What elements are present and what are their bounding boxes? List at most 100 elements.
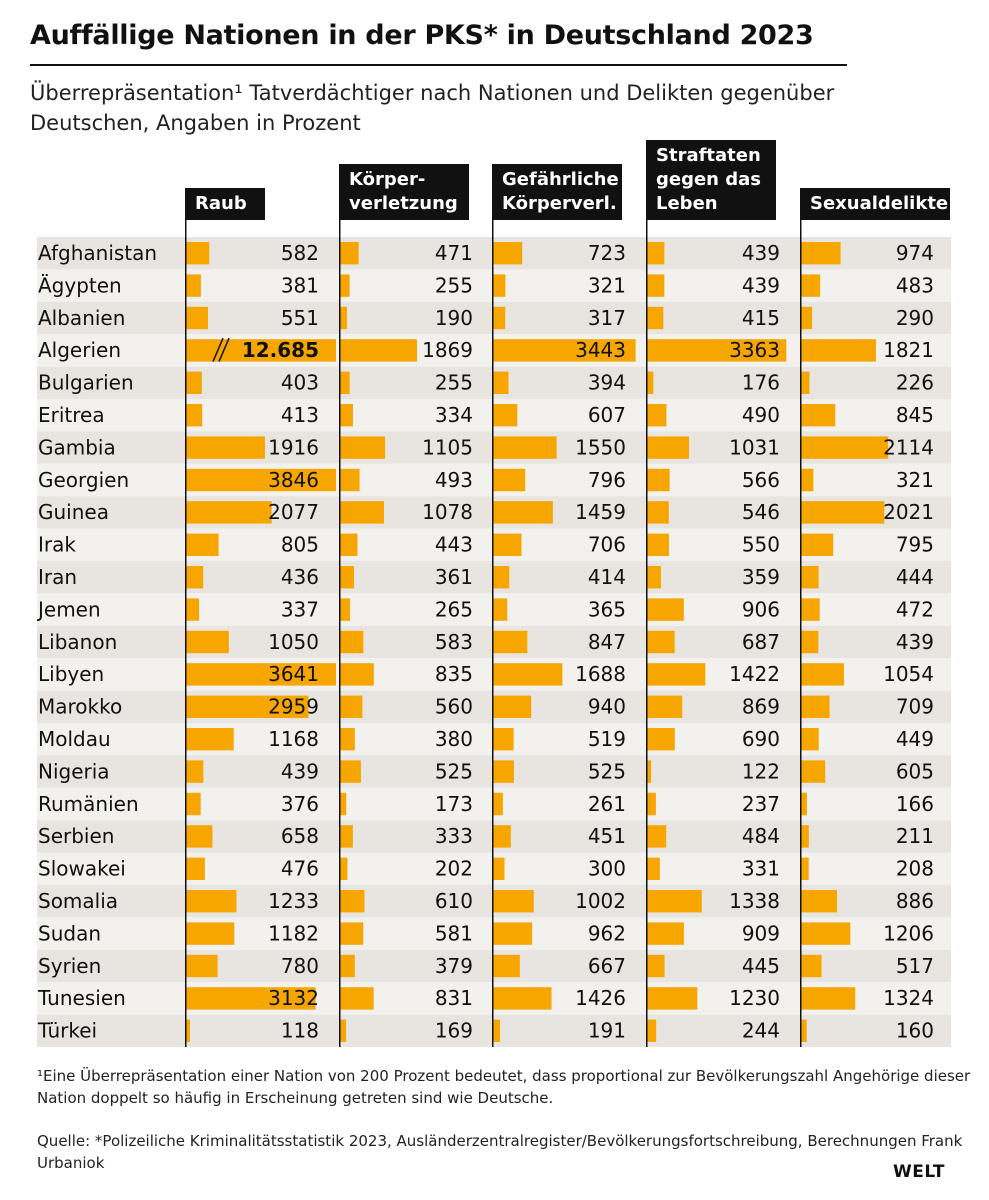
data-value-label: 940 <box>588 695 626 719</box>
country-label: Ägypten <box>38 273 122 297</box>
data-value-label: 1338 <box>729 889 780 913</box>
data-value-label: 443 <box>435 533 473 557</box>
data-bar <box>339 760 361 783</box>
data-bar <box>339 371 350 394</box>
data-value-label: 439 <box>742 273 780 297</box>
data-value-label: 476 <box>281 857 319 881</box>
data-bar <box>339 598 351 621</box>
data-bar <box>492 501 553 524</box>
data-value-label: 869 <box>742 695 780 719</box>
data-bar <box>185 954 218 978</box>
data-bar <box>800 242 841 265</box>
data-value-label: 3363 <box>729 338 780 362</box>
data-bar <box>646 404 667 427</box>
data-value-label: 1031 <box>729 435 780 459</box>
data-bar <box>800 663 844 686</box>
data-value-label: 831 <box>435 986 473 1010</box>
data-value-label: 974 <box>896 241 934 265</box>
data-bar <box>646 533 669 556</box>
data-bar <box>339 566 355 589</box>
country-label: Guinea <box>38 500 109 524</box>
data-value-label: 2021 <box>883 500 934 524</box>
data-bar <box>492 663 563 686</box>
data-value-label: 379 <box>435 954 473 978</box>
data-value-label: 962 <box>588 921 626 945</box>
data-value-label: 723 <box>588 241 626 265</box>
data-bar <box>646 306 664 330</box>
data-bar <box>339 825 353 848</box>
data-bar <box>185 371 202 394</box>
data-value-label: 176 <box>742 371 780 395</box>
data-bar <box>185 306 208 330</box>
data-bar <box>339 339 417 362</box>
data-bar <box>492 728 514 751</box>
data-value-label: 334 <box>435 403 473 427</box>
data-bar <box>646 728 675 751</box>
data-bar <box>800 890 837 913</box>
data-value-label: 483 <box>896 273 934 297</box>
column-header-label: Raub <box>195 193 247 214</box>
data-value-label: 1459 <box>575 500 626 524</box>
axis-break-mark <box>212 337 224 362</box>
data-value-label: 1050 <box>268 630 319 654</box>
data-value-label: 886 <box>896 889 934 913</box>
data-bar <box>492 695 532 718</box>
chart-title: Auffällige Nationen in der PKS* in Deuts… <box>30 20 814 51</box>
data-value-label: 261 <box>588 792 626 816</box>
data-bar <box>646 760 652 783</box>
data-value-label: 909 <box>742 921 780 945</box>
data-value-label: 414 <box>588 565 626 589</box>
data-bar <box>646 1019 657 1042</box>
data-value-label: 445 <box>742 954 780 978</box>
data-value-label: 1168 <box>268 727 319 751</box>
data-value-label: 2114 <box>883 435 934 459</box>
data-bar <box>339 922 364 945</box>
data-value-label: 1105 <box>422 435 473 459</box>
data-bar <box>185 598 200 621</box>
data-bar <box>800 274 821 297</box>
data-value-label: 265 <box>435 597 473 621</box>
data-value-label: 160 <box>896 1019 934 1043</box>
data-value-label: 847 <box>588 630 626 654</box>
data-bar <box>646 987 698 1010</box>
data-bar <box>800 566 819 589</box>
title-rule <box>30 64 847 66</box>
data-value-label: 605 <box>896 759 934 783</box>
data-bar <box>646 890 702 913</box>
data-value-label: 290 <box>896 306 934 330</box>
column-header-label: verletzung <box>349 193 458 214</box>
data-bar <box>646 274 665 297</box>
data-value-label: 525 <box>588 759 626 783</box>
data-value-label: 687 <box>742 630 780 654</box>
data-bar <box>185 728 234 751</box>
data-bar <box>492 890 534 913</box>
data-value-label: 173 <box>435 792 473 816</box>
country-label: Libyen <box>38 662 104 686</box>
data-value-label: 439 <box>742 241 780 265</box>
data-value-label: 906 <box>742 597 780 621</box>
data-bar <box>339 954 355 978</box>
data-value-label: 472 <box>896 597 934 621</box>
data-bar <box>800 728 819 751</box>
country-label: Marokko <box>38 695 122 719</box>
data-bar <box>185 663 336 686</box>
data-value-label: 1182 <box>268 921 319 945</box>
chart-subtitle: Überrepräsentation¹ Tatverdächtiger nach… <box>30 81 835 135</box>
data-bar <box>339 274 350 297</box>
data-bar <box>492 339 636 362</box>
country-label: Syrien <box>38 954 101 978</box>
data-value-label: 331 <box>742 857 780 881</box>
data-bar <box>492 792 503 816</box>
data-bar <box>185 792 201 816</box>
data-bar <box>185 825 213 848</box>
data-bar <box>492 371 509 394</box>
data-bar <box>646 825 667 848</box>
data-value-label: 780 <box>281 954 319 978</box>
data-value-label: 169 <box>435 1019 473 1043</box>
country-label: Eritrea <box>38 403 105 427</box>
country-label: Albanien <box>38 306 125 330</box>
data-value-label: 517 <box>896 954 934 978</box>
data-value-label: 1821 <box>883 338 934 362</box>
data-bar <box>185 274 201 297</box>
data-bar <box>646 598 684 621</box>
